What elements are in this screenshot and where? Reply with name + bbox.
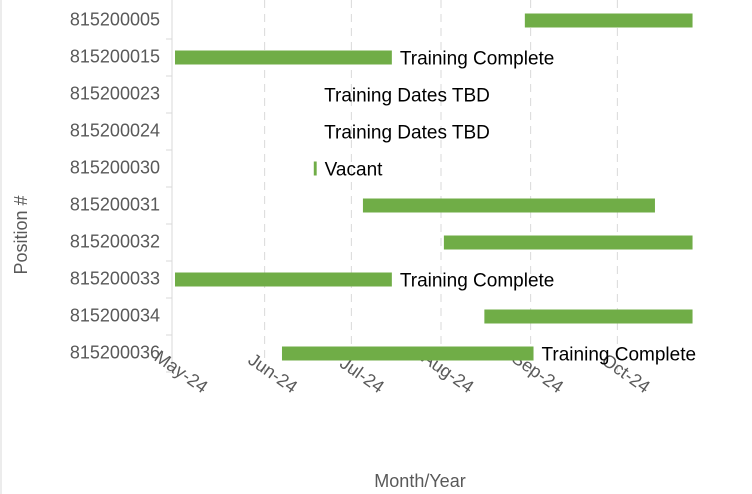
bar-label: Training Complete — [400, 271, 555, 292]
bar-label: Training Dates TBD — [324, 123, 490, 144]
bar-label: Vacant — [325, 160, 383, 181]
bar — [281, 346, 534, 361]
bar-label: Training Dates TBD — [324, 86, 490, 107]
bar — [524, 13, 693, 28]
y-tick-label: 815200034 — [70, 305, 160, 325]
y-tick-label: 815200032 — [70, 231, 160, 251]
bar-label: Training Complete — [542, 345, 697, 366]
bar-label: Training Complete — [400, 49, 555, 70]
bar — [443, 235, 693, 250]
bar — [175, 272, 392, 287]
bar — [175, 50, 392, 65]
y-tick-label: 815200033 — [70, 268, 160, 288]
bar — [362, 198, 655, 213]
y-tick-label: 815200031 — [70, 194, 160, 214]
y-tick-label: 815200023 — [70, 83, 160, 103]
y-axis-title: Position # — [11, 195, 31, 274]
y-tick-label: 815200024 — [70, 120, 160, 140]
y-tick-label: 815200005 — [70, 9, 160, 29]
y-tick-label: 815200036 — [70, 342, 160, 362]
bar — [484, 309, 693, 324]
x-axis-title: Month/Year — [374, 471, 465, 491]
y-tick-label: 815200030 — [70, 157, 160, 177]
y-tick-label: 815200015 — [70, 46, 160, 66]
bar — [313, 161, 317, 176]
